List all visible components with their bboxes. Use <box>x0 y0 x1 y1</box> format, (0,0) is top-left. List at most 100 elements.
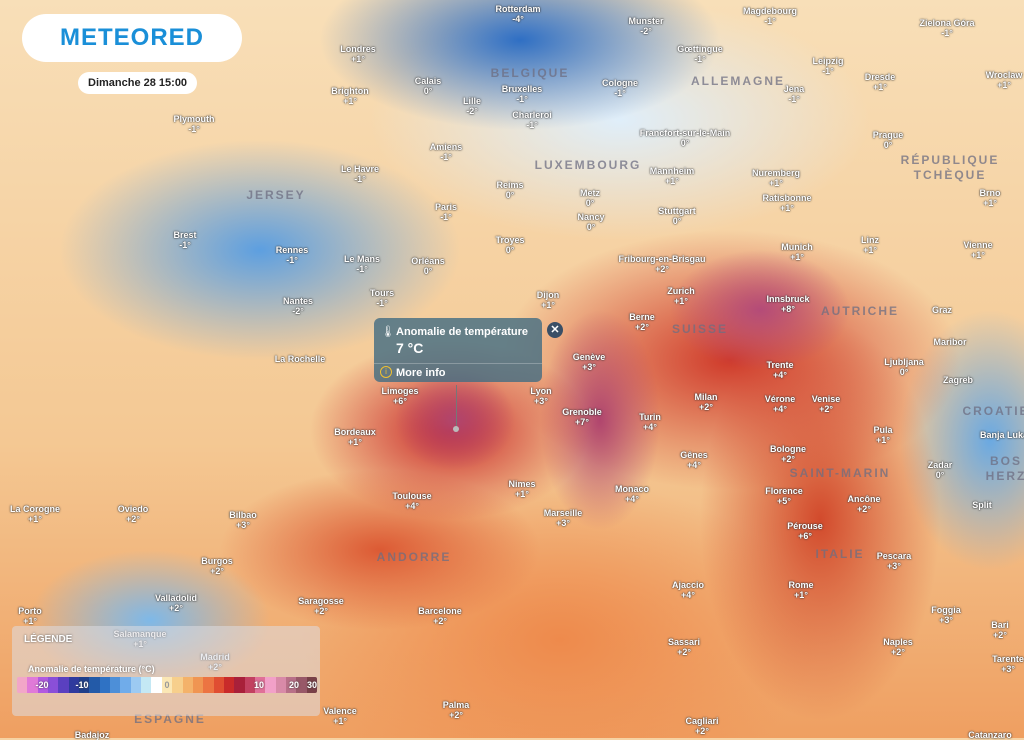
city-anomaly-value: -1° <box>354 174 366 184</box>
city-label: Brno +1° <box>980 188 1001 208</box>
scale-swatch <box>254 677 266 693</box>
city-anomaly-value: -1° <box>614 88 626 98</box>
scale-swatch <box>203 677 214 693</box>
scale-swatch <box>130 677 142 693</box>
scale-swatch <box>296 677 307 693</box>
scale-swatch <box>234 677 245 693</box>
scale-swatch <box>141 677 152 693</box>
city-label: Linz +1° <box>861 235 879 255</box>
city-anomaly-value: 0° <box>680 138 690 148</box>
city-anomaly-value: +1° <box>983 198 997 208</box>
country-label: AUTRICHE <box>821 304 899 318</box>
city-anomaly-value: +4° <box>625 494 639 504</box>
city-name: Catanzaro <box>968 730 1012 740</box>
city-label: Rotterdam -4° <box>495 4 540 24</box>
city-name: Prague <box>872 130 904 140</box>
city-label: Barcelone +2° <box>418 606 462 626</box>
city-anomaly-value: -1° <box>694 54 706 64</box>
city-label: Cagliari +2° <box>685 716 718 736</box>
city-label: Ljubljana 0° <box>884 357 924 377</box>
city-label: Troyes 0° <box>495 235 524 255</box>
city-anomaly-value: +2° <box>699 402 713 412</box>
scale-swatch <box>244 677 255 693</box>
city-name: Fribourg-en-Brisgau <box>618 254 706 264</box>
city-label: Graz <box>932 305 952 315</box>
city-label: Oviedo +2° <box>118 504 149 524</box>
city-name: Metz <box>580 188 600 198</box>
city-name: Oviedo <box>117 504 149 514</box>
city-label: Trente +4° <box>766 360 793 380</box>
legend-tick: 30 <box>306 680 318 690</box>
city-anomaly-value: +2° <box>857 504 871 514</box>
city-anomaly-value: +1° <box>23 616 37 626</box>
city-label: La Corogne +1° <box>10 504 60 524</box>
city-name: Tarente <box>992 654 1024 664</box>
city-anomaly-value: +3° <box>556 518 570 528</box>
city-anomaly-value: 0° <box>672 216 682 226</box>
city-label: Munich +1° <box>781 242 813 262</box>
city-name: Dijon <box>536 290 560 300</box>
meteored-logo[interactable]: METEORED <box>22 14 242 62</box>
city-name: Split <box>972 500 992 510</box>
city-label: Lille -2° <box>463 96 481 116</box>
city-name: Valladolid <box>154 593 198 603</box>
city-label: Dresde +1° <box>865 72 896 92</box>
city-name: Tours <box>369 288 395 298</box>
city-name: Amiens <box>429 142 463 152</box>
country-label: BELGIQUE <box>490 66 570 80</box>
city-label: Metz 0° <box>580 188 600 208</box>
scale-swatch <box>306 677 317 693</box>
city-label: Munster -2° <box>628 16 663 36</box>
city-anomaly-value: +3° <box>1001 664 1015 674</box>
city-anomaly-value: +2° <box>126 514 140 524</box>
city-name: Milan <box>694 392 718 402</box>
city-label: Orléans 0° <box>411 256 445 276</box>
city-anomaly-value: -1° <box>440 152 452 162</box>
city-label: Fribourg-en-Brisgau +2° <box>619 254 706 274</box>
city-label: Banja Luka <box>980 430 1024 440</box>
city-name: Cologne <box>602 78 638 88</box>
city-label: Grenoble +7° <box>562 407 602 427</box>
city-name: Francfort-sur-le-Main <box>639 128 731 138</box>
city-label: Ancône +2° <box>847 494 880 514</box>
city-name: Florence <box>765 486 803 496</box>
scale-swatch <box>58 677 69 693</box>
scale-swatch <box>48 677 59 693</box>
city-label: Nancy 0° <box>577 212 604 232</box>
city-anomaly-value: +1° <box>769 178 783 188</box>
city-name: Pérouse <box>787 521 823 531</box>
city-name: Plymouth <box>173 114 215 124</box>
city-anomaly-value: -1° <box>764 16 776 26</box>
city-name: Stuttgart <box>658 206 696 216</box>
city-anomaly-value: -1° <box>286 255 298 265</box>
city-label: Split <box>972 500 992 510</box>
city-label: Bologne +2° <box>770 444 806 464</box>
city-label: Vérone +4° <box>765 394 796 414</box>
city-name: Orléans <box>411 256 445 266</box>
city-anomaly-value: 0° <box>586 222 596 232</box>
country-label: ALLEMAGNE <box>691 74 785 88</box>
tooltip-value: 7 °C <box>396 340 424 356</box>
city-name: Ancône <box>847 494 881 504</box>
city-label: Foggia +3° <box>931 605 961 625</box>
city-label: Catanzaro <box>968 730 1012 740</box>
city-label: Londres +1° <box>340 44 376 64</box>
city-anomaly-value: +4° <box>643 422 657 432</box>
city-anomaly-value: 0° <box>899 367 909 377</box>
city-anomaly-value: +6° <box>798 531 812 541</box>
city-label: Dijon +1° <box>537 290 560 310</box>
city-label: Prague 0° <box>873 130 904 150</box>
city-label: Magdebourg -1° <box>743 6 797 26</box>
info-icon: i <box>380 366 392 378</box>
close-icon[interactable]: ✕ <box>547 322 563 338</box>
more-info-link[interactable]: More info <box>396 367 446 379</box>
city-name: Leipzig <box>812 56 844 66</box>
thermometer-icon: 🌡 <box>381 326 395 338</box>
city-label: Nimes +1° <box>508 479 535 499</box>
city-name: Vérone <box>764 394 796 404</box>
city-label: Ajaccio +4° <box>672 580 704 600</box>
city-name: Badajoz <box>74 730 110 740</box>
city-label: Valladolid +2° <box>155 593 197 613</box>
city-label: Venise +2° <box>812 394 841 414</box>
city-label: Limoges +6° <box>381 386 418 406</box>
